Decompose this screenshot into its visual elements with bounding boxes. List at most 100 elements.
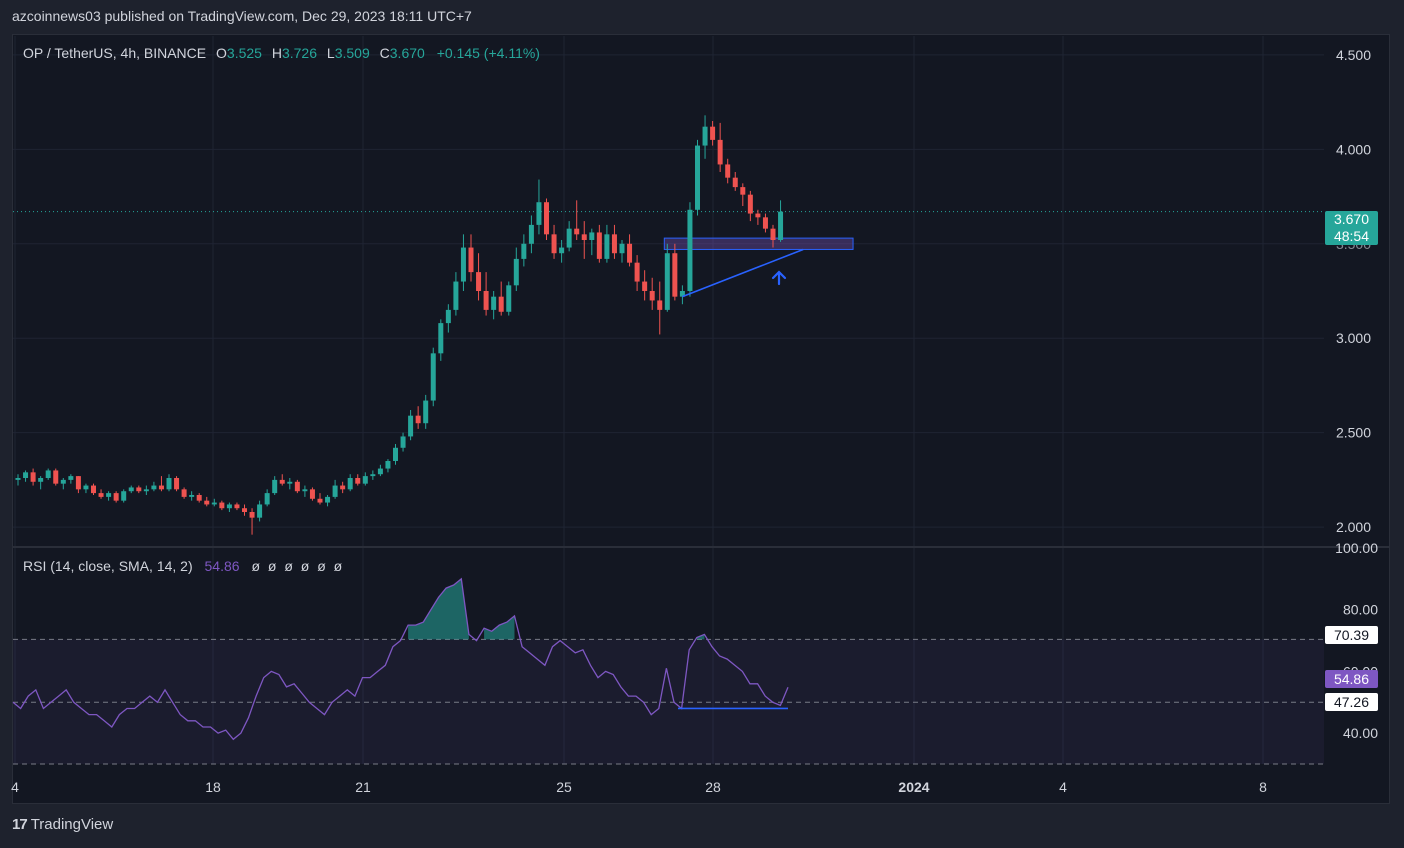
up-arrow-icon: [771, 270, 787, 286]
rsi-overbought-fill: [484, 615, 515, 640]
rsi-lower-tag: 47.26: [1325, 693, 1378, 711]
candle-body: [498, 296, 504, 312]
candle-body: [309, 489, 315, 499]
candle-body: [710, 126, 716, 140]
candle-body: [740, 187, 746, 195]
candle-body: [415, 415, 421, 424]
candle-body: [400, 436, 406, 448]
candle-body: [506, 285, 512, 312]
candle-body: [158, 485, 164, 490]
candle-body: [408, 415, 414, 437]
time-axis-label: 4: [1059, 779, 1067, 795]
candle-body: [302, 489, 308, 492]
candle-body: [98, 493, 104, 497]
tradingview-logo-icon: 17: [12, 816, 28, 833]
candle-body: [732, 177, 738, 188]
candle-body: [204, 500, 210, 505]
candle-body: [642, 281, 648, 291]
candle-body: [747, 194, 753, 214]
candle-body: [453, 281, 459, 310]
candle-body: [370, 474, 376, 477]
price-axis-label: 4.000: [1336, 141, 1371, 157]
candle-body: [113, 493, 119, 501]
open-value: 3.525: [226, 45, 262, 61]
candle-body: [249, 512, 255, 518]
candle-body: [234, 504, 240, 509]
rsi-upper-tag: 70.39: [1325, 626, 1378, 644]
last-price: 3.670: [1333, 211, 1370, 227]
candle-body: [30, 472, 36, 482]
candle-body: [687, 209, 693, 291]
price-axis-label: 3.000: [1336, 330, 1371, 346]
candle-body: [23, 472, 29, 478]
symbol-name[interactable]: OP / TetherUS, 4h, BINANCE: [23, 45, 207, 61]
candle-body: [15, 478, 21, 480]
candle-body: [151, 485, 157, 490]
candle-body: [362, 476, 368, 484]
candle-body: [566, 228, 572, 248]
rsi-placeholders: ø ø ø ø ø ø: [251, 558, 345, 574]
candle-body: [611, 234, 617, 254]
candle-body: [211, 502, 217, 505]
candle-body: [325, 496, 331, 503]
candle-body: [521, 243, 527, 259]
candle-body: [544, 202, 549, 235]
candle-body: [468, 247, 474, 273]
chart-panel[interactable]: [12, 34, 1390, 804]
candle-body: [242, 508, 247, 512]
candle-body: [106, 493, 112, 497]
candle-body: [393, 447, 398, 461]
price-axis-label: 4.500: [1336, 47, 1371, 63]
candle-body: [60, 479, 66, 484]
candle-body: [75, 476, 81, 490]
rsi-line: [12, 577, 789, 741]
last-price-tag: 3.670 48:54: [1325, 211, 1378, 245]
candle-body: [174, 478, 180, 490]
candle-body: [332, 485, 338, 497]
time-axis-label: 2024: [898, 779, 929, 795]
candle-body: [317, 498, 323, 503]
candle-body: [136, 487, 142, 492]
tradingview-footer[interactable]: 17 TradingView: [12, 816, 113, 833]
candle-body: [347, 478, 353, 490]
candle-body: [272, 479, 278, 494]
candle-body: [664, 253, 670, 310]
high-label: H: [271, 45, 282, 61]
candle-body: [513, 258, 519, 286]
candle-body: [581, 234, 587, 240]
candle-body: [702, 126, 708, 146]
brand-name: TradingView: [30, 816, 114, 833]
symbol-legend: OP / TetherUS, 4h, BINANCE O3.525 H3.726…: [23, 45, 540, 61]
candle-body: [38, 478, 44, 482]
rsi-label: RSI (14, close, SMA, 14, 2): [23, 558, 193, 574]
published-by-line: azcoinnews03 published on TradingView.co…: [12, 8, 472, 24]
candle-body: [377, 468, 383, 475]
rsi-value: 54.86: [204, 558, 240, 574]
candle-body: [438, 323, 444, 354]
candle-body: [355, 478, 361, 484]
candle-body: [287, 481, 293, 484]
candle-body: [423, 400, 429, 424]
rsi-axis-label: 100.00: [1335, 540, 1378, 556]
candle-body: [778, 211, 784, 240]
candle-body: [551, 234, 557, 254]
candle-body: [725, 164, 731, 178]
time-axis-label: 8: [1259, 779, 1267, 795]
candle-body: [679, 291, 685, 297]
rsi-value-tag: 54.86: [1325, 670, 1378, 688]
candle-body: [604, 234, 610, 259]
candle-body: [340, 485, 346, 490]
candle-body: [181, 489, 187, 497]
candle-body: [294, 481, 300, 492]
candle-body: [91, 485, 96, 494]
candle-body: [460, 247, 466, 282]
candle-body: [634, 262, 640, 282]
rsi-legend[interactable]: RSI (14, close, SMA, 14, 2) 54.86 ø ø ø …: [23, 558, 344, 574]
candle-body: [257, 504, 263, 518]
candle-body: [83, 485, 89, 490]
support-zone: [663, 237, 854, 250]
candle-body: [219, 502, 225, 509]
time-axis-label: 28: [705, 779, 721, 795]
candle-body: [121, 491, 127, 501]
